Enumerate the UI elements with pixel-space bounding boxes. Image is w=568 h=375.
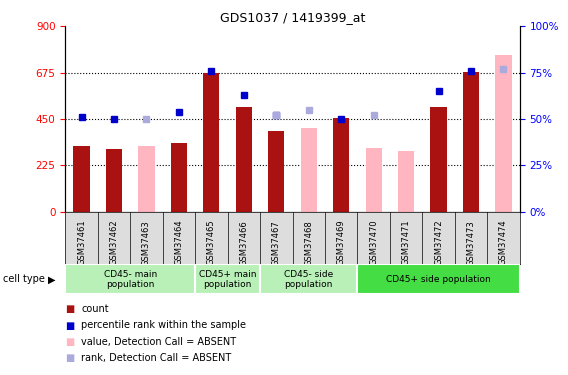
Bar [333, 118, 349, 212]
Text: ■: ■ [65, 321, 74, 330]
Text: GSM37464: GSM37464 [174, 220, 183, 266]
Text: percentile rank within the sample: percentile rank within the sample [81, 321, 246, 330]
Title: GDS1037 / 1419399_at: GDS1037 / 1419399_at [220, 11, 365, 24]
Text: cell type: cell type [3, 274, 45, 284]
Text: CD45- side
population: CD45- side population [284, 270, 333, 289]
Text: GSM37461: GSM37461 [77, 220, 86, 266]
Bar [171, 143, 187, 212]
Bar [357, 264, 520, 294]
Bar [260, 264, 357, 294]
Bar [236, 106, 252, 212]
Text: CD45+ main
population: CD45+ main population [199, 270, 256, 289]
Bar [495, 55, 512, 212]
Text: GSM37463: GSM37463 [142, 220, 151, 266]
Text: GSM37473: GSM37473 [466, 220, 475, 266]
Text: CD45- main
population: CD45- main population [103, 270, 157, 289]
Text: GSM37474: GSM37474 [499, 220, 508, 266]
Text: rank, Detection Call = ABSENT: rank, Detection Call = ABSENT [81, 353, 232, 363]
Text: GSM37471: GSM37471 [402, 220, 411, 266]
Bar [106, 149, 122, 212]
Text: GSM37468: GSM37468 [304, 220, 313, 266]
Text: ■: ■ [65, 353, 74, 363]
Text: GSM37467: GSM37467 [272, 220, 281, 266]
Bar [300, 128, 317, 212]
Bar [431, 106, 446, 212]
Bar [463, 72, 479, 212]
Text: ■: ■ [65, 337, 74, 346]
Text: value, Detection Call = ABSENT: value, Detection Call = ABSENT [81, 337, 236, 346]
Text: count: count [81, 304, 109, 314]
Text: GSM37469: GSM37469 [337, 220, 346, 266]
Bar [65, 264, 195, 294]
Text: GSM37472: GSM37472 [434, 220, 443, 266]
Text: GSM37462: GSM37462 [110, 220, 119, 266]
Bar [398, 151, 414, 212]
Text: GSM37466: GSM37466 [239, 220, 248, 266]
Bar [73, 146, 90, 212]
Text: GSM37465: GSM37465 [207, 220, 216, 266]
Bar [195, 264, 260, 294]
Bar [139, 146, 154, 212]
Bar [268, 132, 285, 212]
Text: CD45+ side population: CD45+ side population [386, 275, 491, 284]
Bar [203, 73, 219, 212]
Text: ▶: ▶ [48, 274, 56, 284]
Bar [366, 148, 382, 212]
Text: ■: ■ [65, 304, 74, 314]
Text: GSM37470: GSM37470 [369, 220, 378, 266]
